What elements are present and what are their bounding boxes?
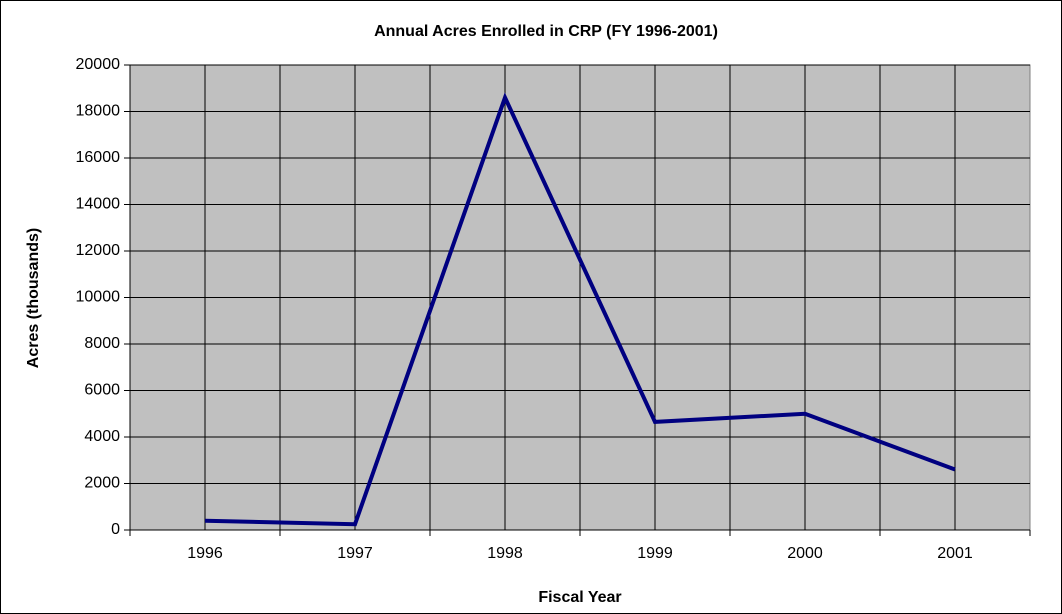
x-tick-label: 1997 xyxy=(337,545,373,562)
y-tick-label: 2000 xyxy=(84,475,120,492)
x-tick-label: 1999 xyxy=(637,545,673,562)
y-tick-label: 8000 xyxy=(84,335,120,352)
x-tick-label: 2001 xyxy=(937,545,973,562)
line-series xyxy=(204,92,956,527)
y-tick-label: 4000 xyxy=(84,428,120,445)
x-tick-label: 1996 xyxy=(187,545,223,562)
y-tick-label: 18000 xyxy=(76,103,121,120)
y-axis-label: Acres (thousands) xyxy=(25,228,42,368)
y-tick-label: 20000 xyxy=(76,56,121,73)
x-axis-label: Fiscal Year xyxy=(538,589,621,606)
y-tick-label: 12000 xyxy=(76,242,121,259)
x-tick-label: 2000 xyxy=(787,545,823,562)
y-tick-label: 16000 xyxy=(76,149,121,166)
y-tick-label: 0 xyxy=(111,521,120,538)
x-tick-label: 1998 xyxy=(487,545,523,562)
y-tick-label: 14000 xyxy=(76,196,121,213)
y-tick-label: 10000 xyxy=(76,289,121,306)
y-tick-label: 6000 xyxy=(84,382,120,399)
chart-title: Annual Acres Enrolled in CRP (FY 1996-20… xyxy=(374,23,718,40)
